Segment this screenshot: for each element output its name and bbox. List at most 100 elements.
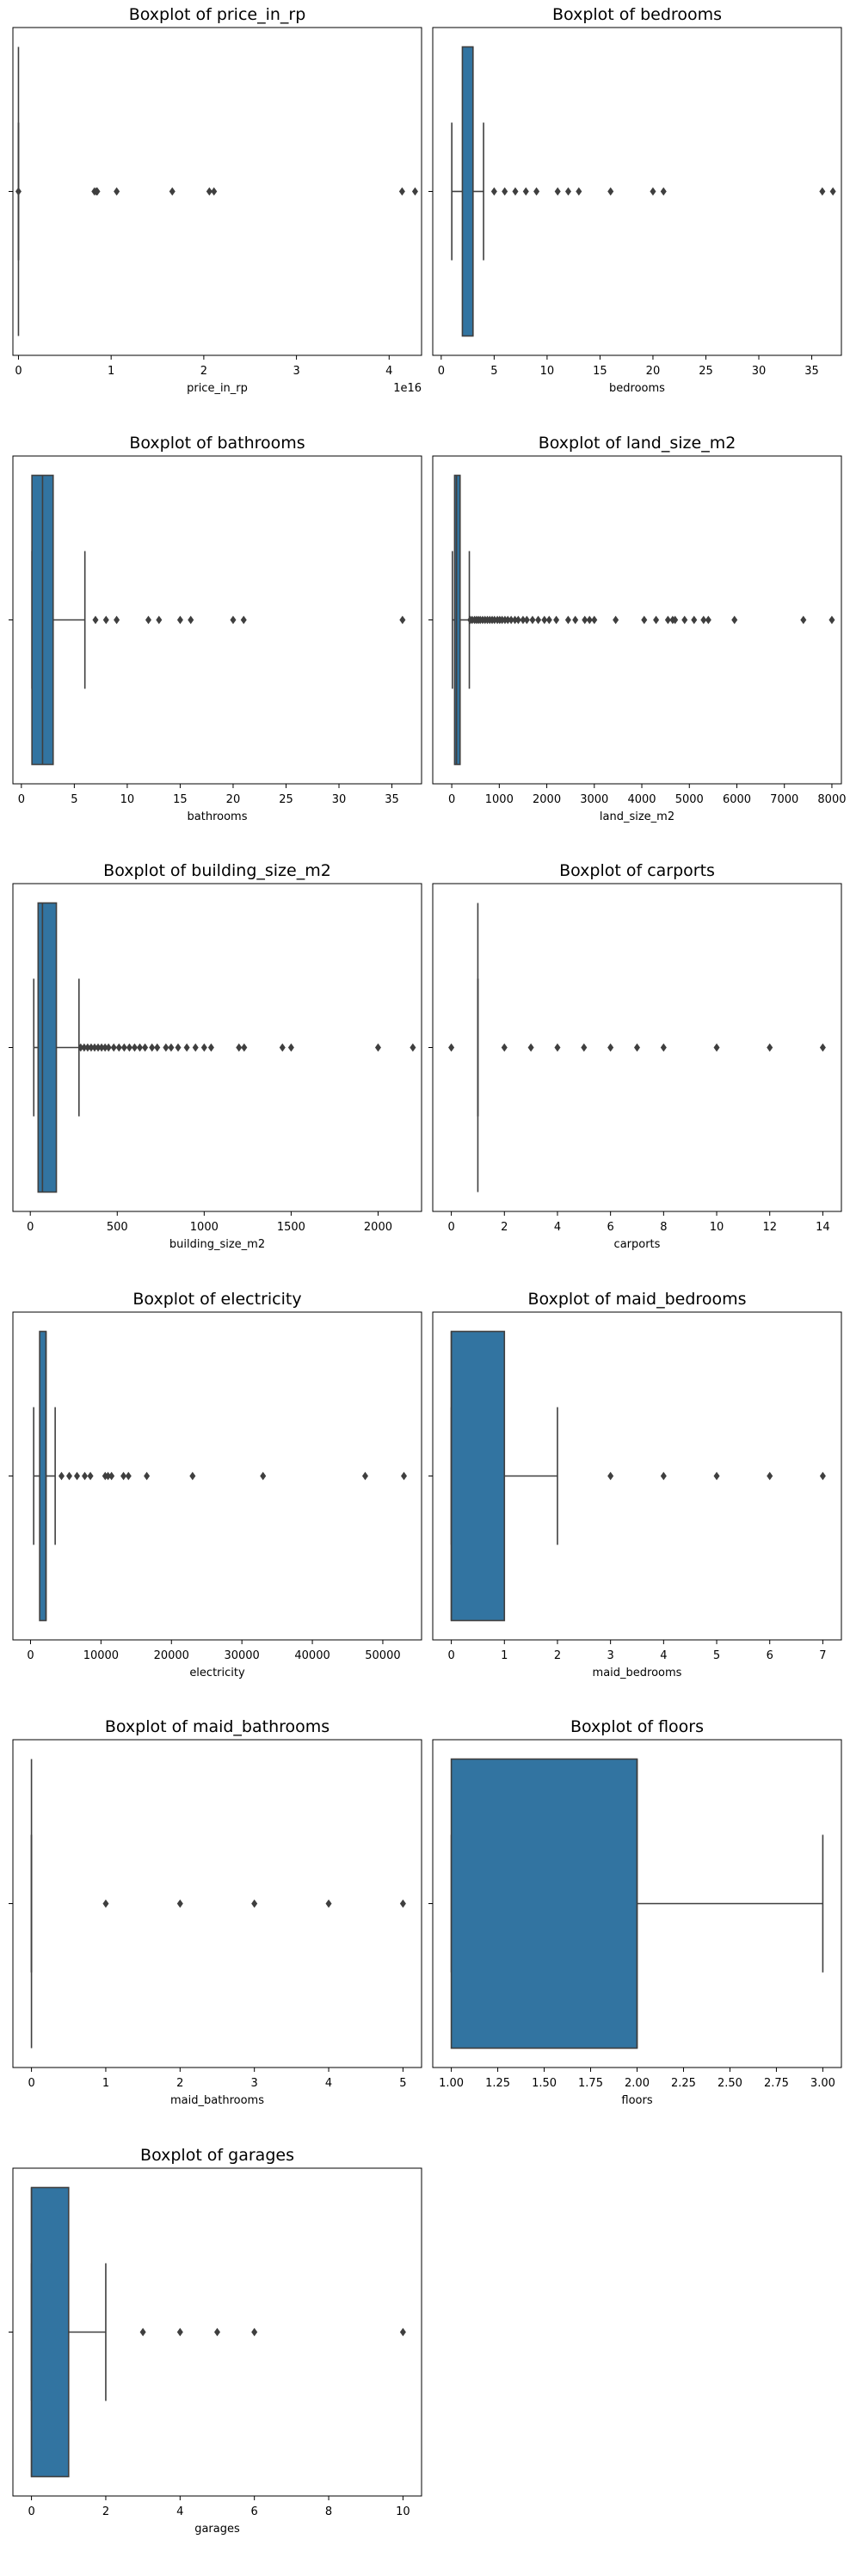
x-tick-label: 4 — [176, 2505, 183, 2518]
x-tick-label: 2.25 — [671, 2077, 696, 2090]
outlier-point — [607, 1043, 614, 1052]
x-tick-label: 1500 — [277, 1221, 305, 1234]
iqr-box — [461, 46, 474, 337]
outlier-point — [105, 1043, 112, 1052]
outlier-point — [230, 615, 237, 625]
outlier-point — [169, 187, 176, 196]
x-tick-label: 1000 — [485, 793, 514, 806]
outlier-point — [168, 1043, 175, 1052]
outlier-point — [399, 1899, 406, 1908]
x-tick-label: 1.75 — [578, 2077, 603, 2090]
chart-panel: Boxplot of maid_bathrooms 0 1 2 3 4 5 maid_bath… — [9, 1717, 422, 2107]
outlier-point — [251, 2327, 258, 2337]
outlier-point — [767, 1043, 773, 1052]
chart-panel: Boxplot of floors 1.00 1.25 1.50 1.75 2.00 2.2… — [428, 1717, 842, 2107]
outlier-point — [819, 1471, 826, 1481]
chart-panel: Boxplot of building_size_m2 0 500 1000 1500 2… — [9, 861, 422, 1251]
outlier-point — [126, 1043, 132, 1052]
outlier-point — [512, 187, 519, 196]
x-tick-label: 6 — [767, 1649, 773, 1662]
outlier-point — [713, 1471, 720, 1481]
outlier-point — [251, 1899, 258, 1908]
x-tick-label: 1.00 — [439, 2077, 464, 2090]
x-axis-label: electricity — [189, 1667, 245, 1679]
x-tick-label: 1 — [102, 2077, 109, 2090]
outlier-point — [564, 187, 572, 196]
x-tick-label: 25 — [279, 793, 293, 806]
x-tick-label: 20000 — [154, 1649, 189, 1662]
x-tick-label: 5 — [490, 365, 497, 378]
x-tick-label: 1.25 — [485, 2077, 510, 2090]
outlier-point — [102, 615, 109, 625]
x-tick-label: 8000 — [817, 793, 846, 806]
outlier-point — [572, 615, 579, 625]
outlier-point — [102, 1899, 109, 1908]
plot-frame — [12, 1739, 422, 2068]
x-tick-label: 50000 — [365, 1649, 400, 1662]
x-tick-label: 1.50 — [532, 2077, 557, 2090]
chart-panel: Boxplot of bedrooms 0 5 10 15 20 25 30 35 bedroom… — [428, 5, 842, 395]
outlier-point — [92, 615, 99, 625]
x-tick-label: 15 — [173, 793, 188, 806]
outlier-point — [287, 1043, 294, 1052]
x-tick-label: 35 — [385, 793, 399, 806]
x-axis-label: bathrooms — [188, 810, 248, 823]
outlier-point — [279, 1043, 286, 1052]
outlier-point — [586, 615, 593, 625]
x-tick-label: 0 — [27, 1221, 34, 1234]
outlier-point — [705, 615, 711, 625]
outlier-point — [633, 1043, 641, 1052]
outlier-point — [607, 187, 614, 196]
outlier-point — [591, 615, 598, 625]
chart-title: Boxplot of maid_bathrooms — [105, 1717, 330, 1736]
x-tick-label: 1 — [108, 365, 114, 378]
outlier-point — [183, 1043, 190, 1052]
outlier-point — [641, 615, 648, 625]
outlier-point — [545, 615, 552, 625]
chart-panel: Boxplot of land_size_m2 0 1000 2000 3000 4000… — [428, 434, 847, 823]
outlier-point — [828, 615, 835, 625]
outlier-point — [541, 615, 548, 625]
outlier-point — [681, 615, 688, 625]
x-tick-label: 3 — [293, 365, 299, 378]
x-tick-label: 0 — [438, 365, 445, 378]
chart-title: Boxplot of bedrooms — [552, 5, 722, 24]
outlier-point — [399, 2327, 406, 2337]
outlier-point — [410, 1043, 416, 1052]
x-tick-label: 2 — [176, 2077, 183, 2090]
x-tick-label: 0 — [28, 2077, 34, 2090]
x-axis-label: price_in_rp — [187, 382, 248, 395]
outlier-point — [241, 1043, 248, 1052]
x-axis-label: land_size_m2 — [600, 810, 674, 823]
chart-title: Boxplot of maid_bedrooms — [528, 1290, 747, 1309]
outlier-point — [501, 1043, 508, 1052]
outlier-point — [613, 615, 619, 625]
chart-title: Boxplot of electricity — [132, 1290, 301, 1309]
x-tick-label: 2 — [102, 2505, 109, 2518]
x-tick-label: 3 — [251, 2077, 258, 2090]
x-tick-label: 20 — [646, 365, 661, 378]
x-tick-label: 1000 — [190, 1221, 219, 1234]
outlier-point — [398, 187, 405, 196]
x-axis-label: building_size_m2 — [169, 1238, 265, 1251]
outlier-point — [213, 2327, 221, 2337]
x-tick-label: 4000 — [627, 793, 656, 806]
outlier-point — [502, 187, 508, 196]
chart-title: Boxplot of floors — [570, 1717, 704, 1736]
outlier-point — [192, 1043, 199, 1052]
outlier-point — [660, 187, 667, 196]
outlier-point — [154, 1043, 161, 1052]
outlier-point — [374, 1043, 381, 1052]
x-tick-label: 10000 — [83, 1649, 119, 1662]
x-tick-label: 12 — [762, 1221, 777, 1234]
outlier-point — [700, 615, 707, 625]
chart-panel: Boxplot of carports 0 2 4 6 8 10 12 14 carports — [428, 861, 842, 1251]
x-tick-label: 500 — [107, 1221, 128, 1234]
outlier-point — [660, 1471, 667, 1481]
outlier-point — [15, 187, 22, 196]
outlier-point — [163, 1043, 169, 1052]
x-tick-label: 20 — [226, 793, 241, 806]
chart-title: Boxplot of building_size_m2 — [103, 861, 331, 880]
x-tick-label: 5 — [713, 1649, 720, 1662]
outlier-point — [175, 1043, 182, 1052]
